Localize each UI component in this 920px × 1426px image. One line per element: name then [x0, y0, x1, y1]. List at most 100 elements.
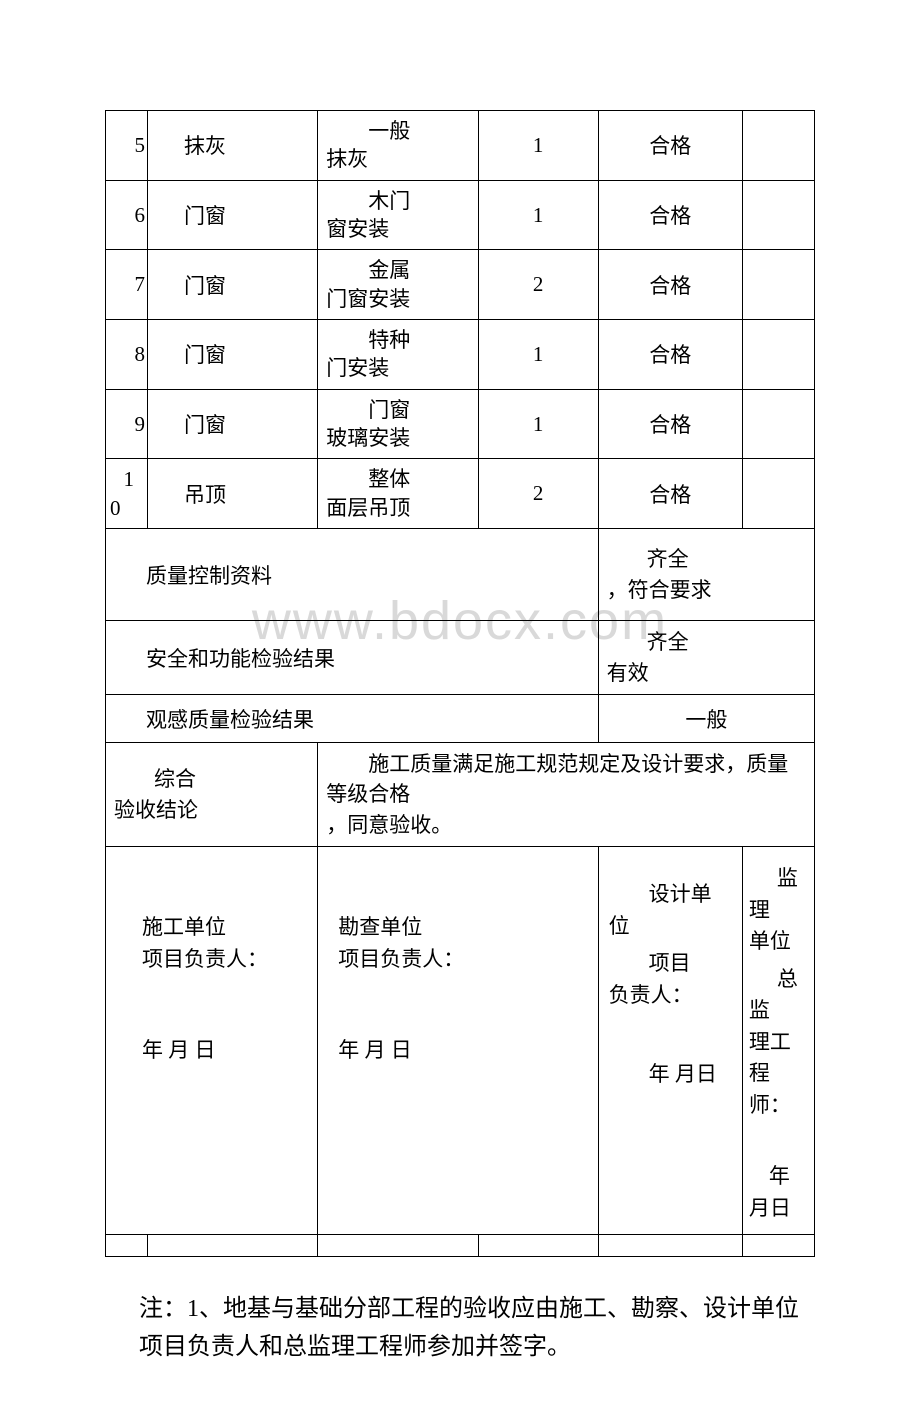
empty-cell	[318, 1235, 478, 1257]
row-num: 7	[106, 250, 148, 320]
sig-unit: 设计单位	[609, 882, 712, 938]
conclusion-row: 综合验收结论 施工质量满足施工规范规定及设计要求，质量等级合格 ，同意验收。	[106, 743, 815, 847]
sub-post: 玻璃安装	[326, 426, 410, 450]
empty-cell	[742, 1235, 814, 1257]
row-remark	[742, 389, 814, 459]
row-count: 1	[478, 180, 598, 250]
row-result: 合格	[598, 320, 742, 390]
row-result: 合格	[598, 250, 742, 320]
row-result: 合格	[598, 180, 742, 250]
table-row: 5 抹灰 一般抹灰 1 合格	[106, 111, 815, 181]
row-num: 8	[106, 320, 148, 390]
visual-check-result: 一般	[598, 695, 814, 743]
cl-b: 验收结论	[114, 798, 198, 822]
sig-date: 年 月日	[749, 1164, 791, 1220]
sig-unit: 施工单位	[142, 912, 307, 944]
qc-a: 齐全	[647, 547, 689, 571]
signature-row: 施工单位 项目负责人： 年 月 日 勘查单位 项目负责人： 年 月 日 设计单位…	[106, 847, 815, 1235]
row-remark	[742, 250, 814, 320]
empty-cell	[478, 1235, 598, 1257]
sig-survey: 勘查单位 项目负责人： 年 月 日	[318, 847, 598, 1235]
row-remark	[742, 459, 814, 529]
sig-date: 年 月 日	[328, 975, 587, 1067]
sig-design: 设计单位 项目负责人： 年 月日	[598, 847, 742, 1235]
sig-role-a: 总监	[749, 967, 798, 1023]
sig-role: 项目	[649, 951, 691, 975]
sub-pre: 金属	[368, 258, 410, 282]
sub-post: 抹灰	[326, 147, 368, 171]
row-category: 门窗	[148, 389, 318, 459]
sub-pre: 门窗	[368, 398, 410, 422]
sub-post: 窗安装	[326, 217, 389, 241]
conclusion-label: 综合验收结论	[106, 743, 318, 847]
row-result: 合格	[598, 389, 742, 459]
sig-role: 项目负责人：	[142, 944, 307, 976]
sig-unit: 勘查单位	[338, 912, 587, 944]
row-count: 1	[478, 320, 598, 390]
table-row: 7 门窗 金属门窗安装 2 合格	[106, 250, 815, 320]
row-count: 1	[478, 111, 598, 181]
sf-a: 齐全	[647, 630, 689, 654]
quality-control-result: 齐全 ，符合要求	[598, 529, 814, 621]
ct-b: ，同意验收。	[326, 813, 452, 837]
row-subitem: 特种门安装	[318, 320, 478, 390]
visual-check-label: 观感质量检验结果	[106, 695, 599, 743]
safety-check-row: 安全和功能检验结果 齐全有效	[106, 621, 815, 695]
sig-unit-b: 单位	[749, 929, 791, 953]
quality-control-row: 质量控制资料 齐全 ，符合要求	[106, 529, 815, 621]
row-remark	[742, 320, 814, 390]
empty-cell	[148, 1235, 318, 1257]
empty-cell	[598, 1235, 742, 1257]
row-result: 合格	[598, 459, 742, 529]
ct-a: 施工质量满足施工规范规定及设计要求，质量等级合格	[326, 752, 788, 806]
row-subitem: 木门窗安装	[318, 180, 478, 250]
empty-footer-row	[106, 1235, 815, 1257]
sub-post: 门窗安装	[326, 287, 410, 311]
safety-check-label: 安全和功能检验结果	[106, 621, 599, 695]
table-row: 6 门窗 木门窗安装 1 合格	[106, 180, 815, 250]
sig-date: 年 月 日	[116, 975, 307, 1067]
row-num: 9	[106, 389, 148, 459]
row-category: 门窗	[148, 180, 318, 250]
sub-pre: 一般	[368, 119, 410, 143]
footnote-text: 注：1、地基与基础分部工程的验收应由施工、勘察、设计单位项目负责人和总监理工程师…	[105, 1257, 815, 1365]
row-category: 门窗	[148, 250, 318, 320]
sig-role-b: 负责人：	[609, 983, 693, 1007]
row-count: 2	[478, 250, 598, 320]
sub-post: 门安装	[326, 356, 389, 380]
row-category: 抹灰	[148, 111, 318, 181]
row-subitem: 一般抹灰	[318, 111, 478, 181]
row-subitem: 整体面层吊顶	[318, 459, 478, 529]
acceptance-table: 5 抹灰 一般抹灰 1 合格 6 门窗 木门窗安装 1 合格 7 门窗 金属门窗…	[105, 110, 815, 1257]
row-category: 门窗	[148, 320, 318, 390]
sub-pre: 木门	[368, 189, 410, 213]
empty-cell	[106, 1235, 148, 1257]
row-subitem: 金属门窗安装	[318, 250, 478, 320]
sf-b: 有效	[607, 661, 649, 685]
sig-unit-a: 监理	[749, 866, 798, 922]
sub-pre: 特种	[368, 328, 410, 352]
table-row: 10 吊顶 整体面层吊顶 2 合格	[106, 459, 815, 529]
table-row: 8 门窗 特种门安装 1 合格	[106, 320, 815, 390]
safety-check-result: 齐全有效	[598, 621, 814, 695]
row-count: 2	[478, 459, 598, 529]
table-row: 9 门窗 门窗玻璃安装 1 合格	[106, 389, 815, 459]
row-count: 1	[478, 389, 598, 459]
row-num: 6	[106, 180, 148, 250]
row-remark	[742, 111, 814, 181]
row-remark	[742, 180, 814, 250]
visual-check-row: 观感质量检验结果 一般	[106, 695, 815, 743]
row-subitem: 门窗玻璃安装	[318, 389, 478, 459]
row-result: 合格	[598, 111, 742, 181]
row-num: 10	[106, 459, 148, 529]
sig-role: 项目负责人：	[338, 944, 587, 976]
sig-supervision: 监理单位 总监理工程师： 年 月日	[742, 847, 814, 1235]
cl-a: 综合	[154, 767, 196, 791]
sig-role-b: 理工程师：	[749, 1030, 791, 1117]
sub-pre: 整体	[368, 467, 410, 491]
quality-control-label: 质量控制资料	[106, 529, 599, 621]
row-category: 吊顶	[148, 459, 318, 529]
row-num: 5	[106, 111, 148, 181]
sig-construction: 施工单位 项目负责人： 年 月 日	[106, 847, 318, 1235]
qc-b: ，符合要求	[607, 578, 712, 602]
